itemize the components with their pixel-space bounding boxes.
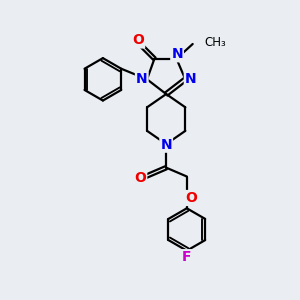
Text: CH₃: CH₃ — [204, 36, 226, 49]
Text: N: N — [136, 72, 148, 86]
Text: O: O — [134, 171, 146, 185]
Text: O: O — [185, 191, 197, 205]
Text: N: N — [171, 47, 183, 61]
Text: N: N — [185, 72, 197, 86]
Text: N: N — [160, 138, 172, 152]
Text: F: F — [182, 250, 192, 264]
Text: O: O — [132, 34, 144, 47]
